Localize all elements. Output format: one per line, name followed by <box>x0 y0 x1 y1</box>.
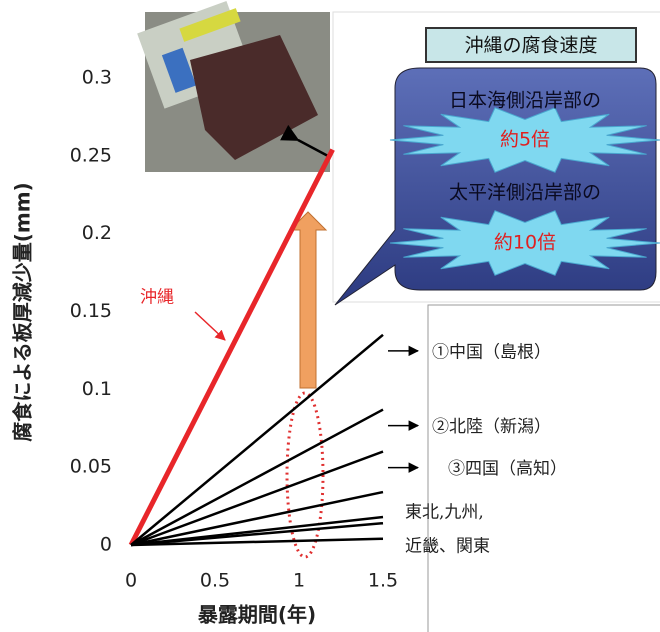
x-tick-label: 1 <box>293 570 305 592</box>
series-line <box>130 490 384 547</box>
callout-title: 沖縄の腐食速度 <box>464 35 597 57</box>
y-axis-title: 腐食による板厚減少量(mm) <box>11 182 35 441</box>
photo <box>137 0 330 172</box>
y-tick-label: 0.3 <box>82 67 112 89</box>
series-line <box>130 521 384 547</box>
annotation: 近畿、関東 <box>405 537 490 557</box>
y-tick-label: 0.1 <box>82 378 112 400</box>
x-tick-label: 1.5 <box>368 570 398 592</box>
series-label: ②北陸（新潟） <box>432 417 551 437</box>
y-tick-label: 0 <box>100 534 112 556</box>
callout-title-box <box>425 27 637 63</box>
y-tick-label: 0.15 <box>70 300 112 322</box>
x-tick-label: 0.5 <box>200 570 230 592</box>
x-axis-title: 暴露期間(年) <box>198 603 316 627</box>
series-label: 沖縄 <box>140 288 174 308</box>
annotation: 東北,九州, <box>405 503 484 523</box>
series-line <box>130 537 384 547</box>
legend-panel <box>427 304 660 632</box>
y-tick-label: 0.25 <box>70 144 112 166</box>
series-label: ①中国（島根） <box>432 342 551 362</box>
series-line <box>128 148 335 547</box>
callout-text: 太平洋側沿岸部の <box>449 182 601 204</box>
x-tick-label: 0 <box>125 570 137 592</box>
series-line <box>130 408 384 547</box>
starburst <box>389 107 660 173</box>
photo-arrow <box>279 124 329 158</box>
series-line <box>130 450 384 547</box>
series-label: ③四国（高知） <box>448 459 567 479</box>
series-line <box>130 333 384 546</box>
callout-text: 日本海側沿岸部の <box>449 90 601 112</box>
y-tick-label: 0.2 <box>82 222 112 244</box>
starburst <box>389 210 660 276</box>
callout-text: 約5倍 <box>500 129 550 151</box>
up-arrow <box>288 211 328 389</box>
y-tick-label: 0.05 <box>70 456 112 478</box>
label-arrow <box>194 311 226 341</box>
callout-text: 約10倍 <box>494 232 556 254</box>
